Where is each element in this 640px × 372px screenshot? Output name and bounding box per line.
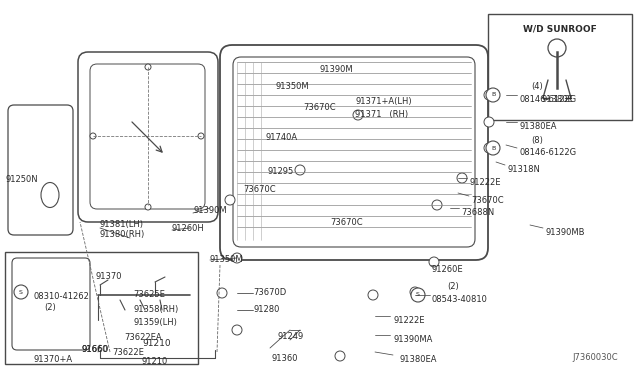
Text: B: B [491, 145, 495, 151]
Text: 73670D: 73670D [253, 288, 286, 297]
Text: 73622E: 73622E [112, 348, 144, 357]
Text: S: S [19, 289, 23, 295]
Text: (2): (2) [447, 282, 459, 291]
Circle shape [484, 90, 494, 100]
Text: 08310-41262: 08310-41262 [34, 292, 90, 301]
Text: 91380(RH): 91380(RH) [100, 230, 145, 239]
Circle shape [335, 351, 345, 361]
Text: 91222E: 91222E [393, 316, 424, 325]
Circle shape [432, 200, 442, 210]
Text: 91390MB: 91390MB [545, 228, 584, 237]
Text: 91390M: 91390M [193, 206, 227, 215]
Circle shape [484, 117, 494, 127]
Text: 91660: 91660 [82, 346, 109, 355]
Circle shape [484, 143, 494, 153]
Text: 91358(RH): 91358(RH) [133, 305, 179, 314]
Circle shape [14, 285, 28, 299]
Text: 91390M: 91390M [320, 65, 354, 74]
Text: 91260H: 91260H [172, 224, 205, 233]
Circle shape [486, 141, 500, 155]
Text: 08146-6122G: 08146-6122G [519, 95, 576, 104]
Text: 91390MA: 91390MA [393, 335, 433, 344]
Text: 73622EA: 73622EA [124, 333, 162, 342]
FancyBboxPatch shape [220, 45, 488, 260]
Text: 91295: 91295 [268, 167, 294, 176]
Circle shape [225, 195, 235, 205]
Ellipse shape [41, 183, 59, 208]
Text: (8): (8) [531, 136, 543, 145]
Text: 73688N: 73688N [461, 208, 494, 217]
Text: 91359(LH): 91359(LH) [133, 318, 177, 327]
Text: 91380EA: 91380EA [519, 122, 557, 131]
Text: 91350M: 91350M [275, 82, 308, 91]
Text: 91360: 91360 [272, 354, 298, 363]
Circle shape [457, 173, 467, 183]
FancyBboxPatch shape [12, 258, 90, 350]
Text: 91660: 91660 [82, 345, 109, 354]
Text: 73670C: 73670C [330, 218, 363, 227]
Circle shape [429, 257, 439, 267]
Bar [488, 14, 632, 120]
Text: 73670C: 73670C [243, 185, 276, 194]
Text: 91371   (RH): 91371 (RH) [355, 110, 408, 119]
Text: 91210: 91210 [142, 357, 168, 366]
Text: 91370: 91370 [95, 272, 122, 281]
Text: (4): (4) [531, 82, 543, 91]
Text: 08543-40810: 08543-40810 [432, 295, 488, 304]
Circle shape [217, 288, 227, 298]
Circle shape [368, 290, 378, 300]
Text: 91370+A: 91370+A [34, 355, 73, 364]
Bar [5, 252, 198, 364]
Text: J7360030C: J7360030C [572, 353, 618, 362]
Circle shape [353, 110, 363, 120]
Text: 91250N: 91250N [5, 175, 38, 184]
Circle shape [548, 39, 566, 57]
Text: 91280: 91280 [253, 305, 280, 314]
FancyBboxPatch shape [8, 105, 73, 235]
Circle shape [486, 88, 500, 102]
Text: W/D SUNROOF: W/D SUNROOF [523, 25, 597, 34]
Text: 73625E: 73625E [133, 290, 165, 299]
Text: B: B [491, 93, 495, 97]
Text: 08146-6122G: 08146-6122G [519, 148, 576, 157]
Text: 73670C: 73670C [303, 103, 335, 112]
Text: 91249: 91249 [278, 332, 304, 341]
Text: 91222E: 91222E [469, 178, 500, 187]
Text: 91350M: 91350M [210, 255, 244, 264]
Circle shape [295, 165, 305, 175]
Circle shape [232, 253, 242, 263]
Circle shape [411, 288, 425, 302]
Text: 91380E: 91380E [541, 95, 573, 104]
Circle shape [410, 287, 420, 297]
FancyBboxPatch shape [78, 52, 218, 222]
Text: 91210: 91210 [143, 339, 172, 348]
FancyBboxPatch shape [90, 64, 205, 209]
Circle shape [145, 204, 151, 210]
Circle shape [17, 287, 27, 297]
Circle shape [198, 133, 204, 139]
Text: 91260E: 91260E [432, 265, 463, 274]
Text: 91380EA: 91380EA [400, 355, 438, 364]
Circle shape [90, 133, 96, 139]
Circle shape [145, 64, 151, 70]
Text: 91381(LH): 91381(LH) [100, 220, 144, 229]
Circle shape [232, 325, 242, 335]
FancyBboxPatch shape [233, 57, 475, 247]
Text: 91740A: 91740A [265, 133, 297, 142]
Text: (2): (2) [44, 303, 56, 312]
Text: 73670C: 73670C [471, 196, 504, 205]
Text: S: S [416, 292, 420, 298]
Text: 91371+A(LH): 91371+A(LH) [355, 97, 412, 106]
Text: 91318N: 91318N [507, 165, 540, 174]
